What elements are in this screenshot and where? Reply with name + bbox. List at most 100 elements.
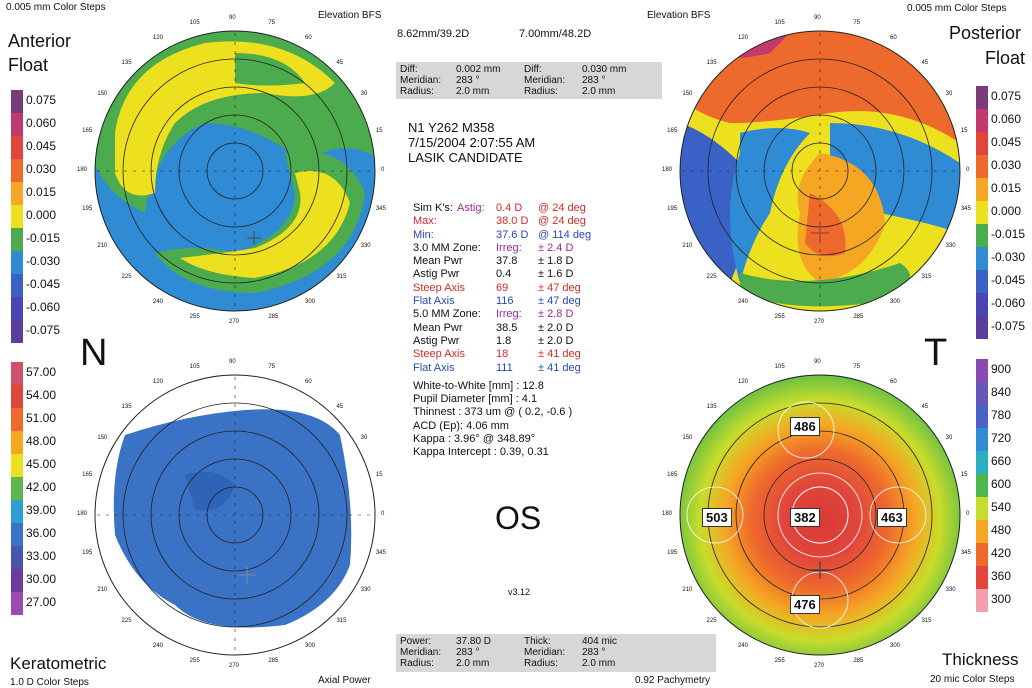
- axis-degree-label: 120: [738, 379, 749, 386]
- zone5-astig-sd: ± 2.0 D: [538, 334, 574, 347]
- simk-max-axis: @ 24 deg: [538, 215, 586, 228]
- axis-degree-label: 135: [121, 59, 132, 66]
- pachy-value-center: 382: [790, 508, 820, 527]
- axis-degree-label: 165: [667, 127, 678, 134]
- axis-degree-label: 90: [814, 359, 821, 365]
- axis-degree-label: 330: [360, 243, 371, 249]
- posterior-map-type: Elevation BFS: [647, 10, 711, 21]
- posterior-scale-label: 0.000: [991, 204, 1022, 218]
- anterior-scale-label: 0.045: [26, 139, 57, 153]
- anterior-scale-swatch: [11, 181, 23, 205]
- thickness-scale-caption: 20 mic Color Steps: [930, 674, 1015, 685]
- posterior-subtitle: Float: [985, 48, 1026, 68]
- axis-degree-label: 105: [189, 364, 200, 371]
- keratometric-scale-caption: 1.0 D Color Steps: [10, 677, 89, 688]
- thickness-scale-swatch: [976, 496, 988, 520]
- zone3-irreg-label: Irreg:: [496, 241, 522, 254]
- axis-degree-label: 315: [336, 618, 347, 625]
- posterior-scale-swatch: [976, 108, 988, 132]
- axis-degree-label: 90: [814, 15, 821, 21]
- axis-degree-label: 285: [853, 657, 864, 664]
- axis-degree-label: 30: [945, 91, 953, 97]
- thickness-scale-label: 480: [991, 523, 1012, 537]
- axis-degree-label: 270: [229, 319, 240, 325]
- anterior-scale-swatch: [11, 273, 23, 297]
- axis-degree-label: 75: [853, 20, 861, 27]
- zone5-irreg: ± 2.8 D: [538, 308, 574, 321]
- axis-degree-label: 345: [375, 206, 386, 213]
- axis-degree-label: 300: [890, 298, 901, 305]
- axis-degree-label: 330: [945, 587, 956, 593]
- posterior-scale-swatch: [976, 131, 988, 155]
- meridian-label: Meridian:: [524, 647, 566, 658]
- axis-degree-label: 135: [706, 59, 717, 66]
- posterior-scale-swatch: [976, 292, 988, 316]
- meridian-value: 283 °: [582, 647, 606, 658]
- axis-degree-label: 195: [667, 550, 678, 557]
- axis-degree-label: 225: [706, 274, 717, 281]
- axis-degree-label: 165: [667, 471, 678, 478]
- zone3-astig-label: Astig Pwr: [413, 268, 460, 281]
- radius-value: 2.0 mm: [582, 86, 616, 97]
- axis-degree-label: 195: [82, 206, 93, 213]
- radius-label: Radius:: [400, 658, 434, 669]
- axis-degree-label: 30: [360, 435, 368, 441]
- posterior-scale-label: -0.030: [991, 250, 1026, 264]
- keratometric-scale-swatch: [11, 384, 23, 408]
- meridian-label: Meridian:: [524, 75, 566, 86]
- radius-label: Radius:: [524, 86, 558, 97]
- zone5-flat-sd: ± 41 deg: [538, 361, 581, 374]
- keratometric-scale-swatch: [11, 499, 23, 523]
- anterior-scale-swatch: [11, 204, 23, 228]
- posterior-title: Posterior: [949, 23, 1022, 43]
- axis-degree-label: 240: [738, 642, 749, 649]
- thickness-scale-swatch: [976, 588, 988, 612]
- zone5-steep-label: Steep Axis: [413, 348, 465, 361]
- simk-astig-axis: @ 24 deg: [538, 202, 586, 214]
- anterior-scale-label: -0.015: [26, 231, 61, 245]
- axis-degree-label: 270: [229, 663, 240, 669]
- anterior-chamber-depth: ACD (Ep): 4.06 mm: [413, 419, 509, 432]
- axis-degree-label: 30: [360, 91, 368, 97]
- diff-info-box: Diff: Meridian: Radius: 0.002 mm 283 ° 2…: [396, 62, 662, 99]
- zone5-irreg-label: Irreg:: [496, 308, 522, 321]
- posterior-scale-label: -0.045: [991, 273, 1026, 287]
- axis-degree-label: 75: [853, 364, 861, 371]
- axis-degree-label: 255: [774, 313, 785, 320]
- axis-degree-label: 15: [960, 471, 968, 478]
- keratometric-scale-label: 39.00: [26, 503, 57, 517]
- axis-degree-label: 150: [97, 91, 108, 97]
- axis-degree-label: 180: [77, 167, 88, 173]
- posterior-scale-swatch: [976, 177, 988, 201]
- axis-degree-label: 240: [153, 298, 164, 305]
- zone3-irreg: ± 2.4 D: [538, 241, 574, 254]
- radius-value: 2.0 mm: [456, 658, 490, 669]
- zone3-steep-label: Steep Axis: [413, 281, 465, 294]
- anterior-scale-swatch: [11, 112, 23, 136]
- simk-min-label: Min:: [413, 228, 434, 241]
- nasal-orientation: N: [80, 332, 108, 374]
- anterior-scale-swatch: [11, 250, 23, 274]
- version-label: v3.12: [508, 587, 531, 597]
- posterior-scale-swatch: [976, 315, 988, 339]
- axis-degree-label: 120: [153, 35, 164, 42]
- zone3-steep-sd: ± 47 deg: [538, 281, 581, 294]
- anterior-scale-label: 0.075: [26, 93, 57, 107]
- anterior-map-type: Elevation BFS: [318, 10, 382, 21]
- anterior-scale-label: 0.015: [26, 185, 57, 199]
- anterior-subtitle: Float: [8, 55, 49, 75]
- pachy-value-superior: 486: [790, 417, 820, 436]
- keratometric-title: Keratometric: [10, 654, 107, 673]
- thickness-scale-label: 540: [991, 500, 1012, 514]
- axis-degree-label: 105: [189, 20, 200, 27]
- keratometric-scale-swatch: [11, 430, 23, 454]
- axis-degree-label: 45: [921, 59, 929, 66]
- power-value: 37.80 D: [456, 636, 492, 647]
- axis-degree-label: 315: [921, 274, 932, 281]
- patient-header: N1 Y262 M358 7/15/2004 2:07:55 AM LASIK …: [408, 120, 535, 165]
- axis-degree-label: 135: [121, 403, 132, 410]
- posterior-scale-swatch: [976, 85, 988, 109]
- temporal-orientation: T: [924, 332, 948, 374]
- axis-degree-label: 105: [774, 20, 785, 27]
- axis-degree-label: 330: [945, 243, 956, 249]
